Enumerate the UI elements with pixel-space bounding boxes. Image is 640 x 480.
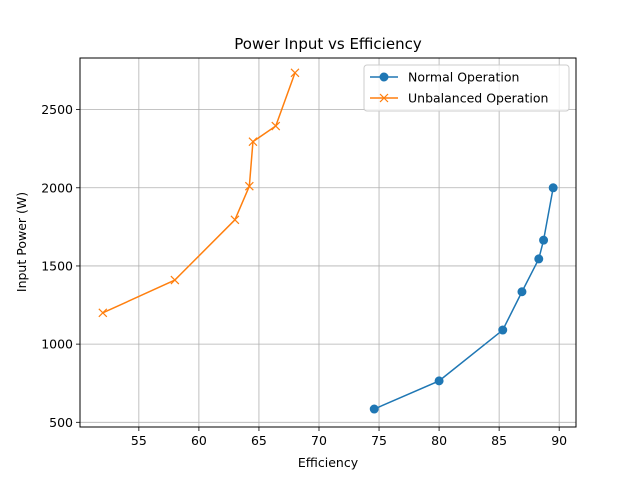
chart-title: Power Input vs Efficiency xyxy=(234,35,422,53)
series-normal-operation xyxy=(369,183,558,414)
data-point xyxy=(517,287,527,297)
data-point xyxy=(434,376,444,386)
plot-frame xyxy=(79,57,577,428)
data-point xyxy=(369,404,379,414)
data-point xyxy=(170,275,180,285)
series-unbalanced-operation xyxy=(98,68,300,318)
data-point xyxy=(548,183,558,193)
data-point xyxy=(98,308,108,318)
data-point xyxy=(498,325,508,335)
x-tick-label: 60 xyxy=(191,433,207,448)
data-point xyxy=(244,181,254,191)
x-tick-label: 90 xyxy=(551,433,567,448)
x-tick-label: 65 xyxy=(251,433,267,448)
data-point xyxy=(534,254,544,264)
legend-item: Normal Operation xyxy=(370,70,519,85)
ticks: 55 60 65 70 75 80 85 90 500 1000 1500 2000 2500 xyxy=(41,102,567,448)
x-tick-label: 75 xyxy=(371,433,387,448)
legend-swatch-marker xyxy=(379,72,389,82)
y-axis-title: Input Power (W) xyxy=(14,192,29,292)
series-layer xyxy=(98,68,558,414)
x-tick-label: 55 xyxy=(131,433,147,448)
y-tick-label: 1500 xyxy=(41,258,73,273)
data-point xyxy=(230,215,240,225)
x-axis-title: Efficiency xyxy=(298,455,359,470)
x-tick-label: 70 xyxy=(311,433,327,448)
y-tick-label: 1000 xyxy=(41,337,73,352)
legend-box xyxy=(363,64,570,112)
legend-item: Unbalanced Operation xyxy=(370,91,548,106)
legend-swatch-marker xyxy=(379,93,389,103)
legend-label: Unbalanced Operation xyxy=(408,91,548,106)
data-point xyxy=(248,137,258,147)
data-point xyxy=(271,121,281,131)
x-tick-label: 80 xyxy=(431,433,447,448)
y-tick-label: 2000 xyxy=(41,180,73,195)
grid xyxy=(80,58,576,427)
x-tick-label: 85 xyxy=(491,433,507,448)
y-tick-label: 2500 xyxy=(41,102,73,117)
y-tick-label: 500 xyxy=(49,415,73,430)
legend: Normal Operation Unbalanced Operation xyxy=(363,64,570,112)
data-point xyxy=(290,68,300,78)
legend-label: Normal Operation xyxy=(408,70,519,85)
data-point xyxy=(539,235,549,245)
